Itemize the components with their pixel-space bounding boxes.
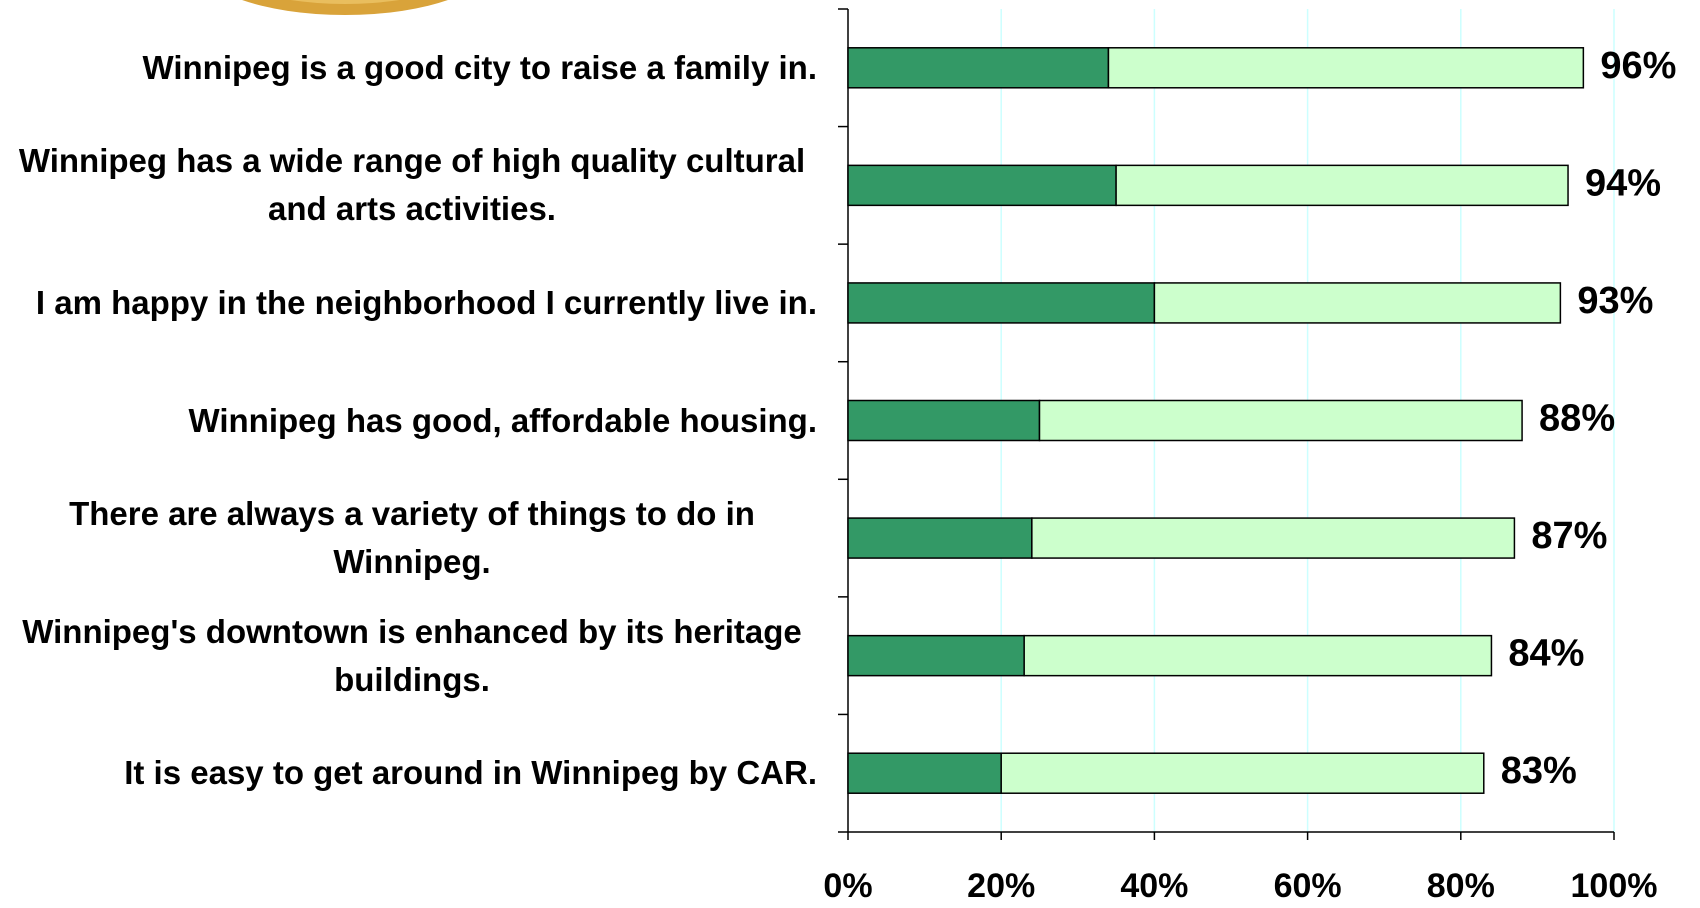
x-tick-label: 80%: [1427, 867, 1495, 905]
bar-segment: [1038, 399, 1523, 442]
bar-segment: [847, 517, 1033, 559]
category-label: Winnipeg is a good city to raise a famil…: [142, 44, 817, 92]
decoration: [290, 0, 400, 4]
bar-segment: [847, 282, 1156, 324]
x-tick-label: 20%: [967, 867, 1035, 905]
decoration: [242, 0, 448, 15]
bar-segment: [1023, 634, 1493, 677]
bar-segment: [1107, 47, 1585, 89]
data-label: 94%: [1585, 162, 1661, 204]
category-text: It is easy to get around in Winnipeg by …: [124, 754, 817, 792]
x-tick-label: 40%: [1120, 867, 1188, 905]
category-text: Winnipeg is a good city to raise a famil…: [142, 48, 817, 86]
data-label: 93%: [1577, 280, 1653, 322]
category-text: Winnipeg has good, affordable housing.: [188, 401, 817, 439]
category-label: Winnipeg has good, affordable housing.: [188, 397, 817, 445]
data-label: 84%: [1508, 633, 1584, 675]
bar-segment: [847, 47, 1110, 89]
category-text: There are always a variety of things to …: [69, 495, 755, 581]
category-label: Winnipeg has a wide range of high qualit…: [7, 137, 817, 233]
bar-segment: [1031, 517, 1516, 559]
bar-segment: [1115, 164, 1569, 207]
bar-segment: [1000, 752, 1485, 794]
category-label: Winnipeg's downtown is enhanced by its h…: [7, 608, 817, 704]
category-text: Winnipeg has a wide range of high qualit…: [18, 142, 806, 228]
category-label: It is easy to get around in Winnipeg by …: [124, 749, 817, 797]
data-label: 96%: [1600, 45, 1676, 87]
bar-segment: [847, 399, 1041, 442]
data-label: 83%: [1501, 750, 1577, 792]
data-label: 87%: [1531, 515, 1607, 557]
x-tick-label: 60%: [1274, 867, 1342, 905]
bar-segment: [847, 752, 1002, 794]
x-tick-label: 100%: [1571, 867, 1658, 905]
bar-segment: [847, 164, 1117, 207]
bar-segment: [1153, 282, 1562, 324]
x-tick-label: 0%: [823, 867, 872, 905]
category-text: I am happy in the neighborhood I current…: [35, 283, 817, 321]
category-label: There are always a variety of things to …: [7, 490, 817, 586]
category-text: Winnipeg's downtown is enhanced by its h…: [22, 612, 802, 698]
bar-segment: [847, 634, 1025, 677]
category-label: I am happy in the neighborhood I current…: [36, 279, 817, 327]
data-label: 88%: [1539, 398, 1615, 440]
